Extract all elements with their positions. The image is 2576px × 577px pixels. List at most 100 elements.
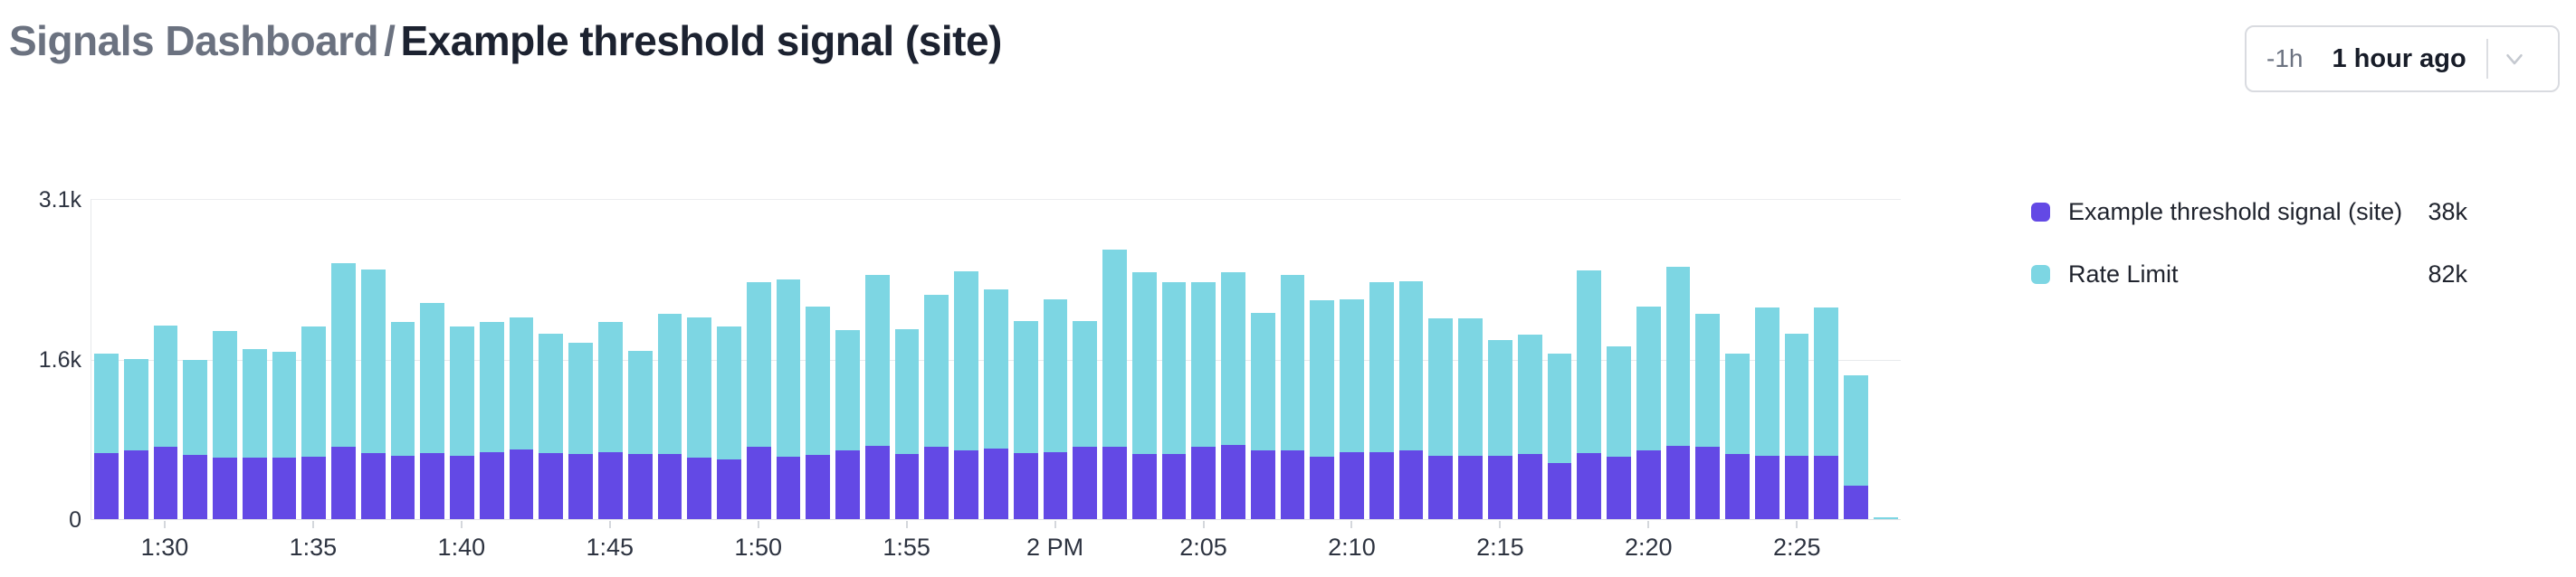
bar-1:37[interactable] xyxy=(358,200,388,519)
bar-2:06[interactable] xyxy=(1218,200,1248,519)
bar-1:49[interactable] xyxy=(714,200,744,519)
bar-1:43[interactable] xyxy=(536,200,566,519)
y-axis-tick-label: 3.1k xyxy=(38,187,81,213)
bar-2:11[interactable] xyxy=(1367,200,1397,519)
bar-2:14[interactable] xyxy=(1455,200,1485,519)
bar-1:32[interactable] xyxy=(210,200,240,519)
page-header: Signals Dashboard / Example threshold sign… xyxy=(0,11,2576,94)
bar-1:56[interactable] xyxy=(921,200,951,519)
y-axis-tick-label: 1.6k xyxy=(38,347,81,373)
bar-1:45[interactable] xyxy=(596,200,625,519)
chart-plot-area[interactable] xyxy=(91,199,1901,520)
breadcrumb-dashboard-link[interactable]: Signals Dashboard xyxy=(9,17,379,64)
bar-1:46[interactable] xyxy=(625,200,655,519)
x-axis-tick xyxy=(905,521,908,528)
threshold-signal-segment xyxy=(1458,455,1483,519)
bar-1:29[interactable] xyxy=(121,200,151,519)
bar-2:02[interactable] xyxy=(1100,200,1130,519)
chevron-down-icon[interactable] xyxy=(2501,45,2528,72)
bar-1:51[interactable] xyxy=(774,200,804,519)
bar-2:00[interactable] xyxy=(1041,200,1071,519)
legend-label: Example threshold signal (site) xyxy=(2068,197,2403,225)
threshold-signal-segment xyxy=(806,455,831,519)
bar-2:21[interactable] xyxy=(1664,200,1693,519)
bar-1:33[interactable] xyxy=(240,200,270,519)
bar-1:39[interactable] xyxy=(417,200,447,519)
legend-item-threshold-signal[interactable]: Example threshold signal (site) 38k xyxy=(2031,197,2467,226)
bar-1:30[interactable] xyxy=(151,200,181,519)
bar-1:59[interactable] xyxy=(1011,200,1041,519)
bar-1:58[interactable] xyxy=(981,200,1011,519)
rate-limit-segment xyxy=(1221,272,1245,445)
bar-2:19[interactable] xyxy=(1604,200,1634,519)
bar-2:20[interactable] xyxy=(1634,200,1664,519)
bar-2:10[interactable] xyxy=(1337,200,1367,519)
bar-1:57[interactable] xyxy=(951,200,981,519)
bar-1:52[interactable] xyxy=(803,200,833,519)
bar-1:38[interactable] xyxy=(388,200,418,519)
rate-limit-segment xyxy=(183,359,208,455)
bar-2:03[interactable] xyxy=(1130,200,1159,519)
rate-limit-segment xyxy=(983,289,1008,449)
rate-limit-segment xyxy=(390,321,415,456)
threshold-signal-segment xyxy=(1221,444,1245,519)
bar-1:55[interactable] xyxy=(892,200,922,519)
rate-limit-segment xyxy=(360,270,386,453)
rate-limit-segment xyxy=(1814,307,1839,456)
bar-2:13[interactable] xyxy=(1426,200,1455,519)
bar-1:42[interactable] xyxy=(507,200,537,519)
bar-2:23[interactable] xyxy=(1722,200,1752,519)
bar-1:53[interactable] xyxy=(833,200,863,519)
bar-2:16[interactable] xyxy=(1515,200,1545,519)
threshold-signal-segment xyxy=(1844,485,1868,519)
rate-limit-segment xyxy=(1607,345,1631,458)
bar-1:47[interactable] xyxy=(655,200,685,519)
bar-1:31[interactable] xyxy=(180,200,210,519)
rate-limit-segment xyxy=(1250,312,1275,451)
legend-item-rate-limit[interactable]: Rate Limit 82k xyxy=(2031,260,2467,288)
bar-2:26[interactable] xyxy=(1811,200,1841,519)
bar-1:48[interactable] xyxy=(684,200,714,519)
bar-2:15[interactable] xyxy=(1485,200,1515,519)
bar-2:22[interactable] xyxy=(1693,200,1722,519)
bar-1:44[interactable] xyxy=(566,200,596,519)
bar-2:07[interactable] xyxy=(1248,200,1278,519)
threshold-signal-segment xyxy=(598,451,623,519)
bar-1:35[interactable] xyxy=(299,200,329,519)
bar-2:09[interactable] xyxy=(1307,200,1337,519)
bar-2:08[interactable] xyxy=(1278,200,1308,519)
threshold-signal-segment xyxy=(568,453,594,519)
x-axis-tick-label: 1:45 xyxy=(586,534,634,561)
rate-limit-segment xyxy=(1191,281,1216,448)
rate-limit-segment xyxy=(1280,274,1305,450)
bar-1:34[interactable] xyxy=(270,200,300,519)
bar-2:04[interactable] xyxy=(1159,200,1189,519)
bar-2:27[interactable] xyxy=(1841,200,1871,519)
bar-2:18[interactable] xyxy=(1574,200,1604,519)
threshold-signal-segment xyxy=(123,450,148,519)
bar-1:41[interactable] xyxy=(477,200,507,519)
x-axis-tick-label: 2:20 xyxy=(1625,534,1673,561)
bar-2:12[interactable] xyxy=(1397,200,1426,519)
bar-2:24[interactable] xyxy=(1752,200,1782,519)
bar-2:01[interactable] xyxy=(1070,200,1100,519)
bar-2:25[interactable] xyxy=(1782,200,1812,519)
x-axis-tick-label: 2:25 xyxy=(1772,534,1821,561)
time-range-picker[interactable]: -1h 1 hour ago xyxy=(2245,25,2560,92)
rate-limit-segment xyxy=(1102,250,1127,447)
x-axis-tick-label: 1:40 xyxy=(437,534,486,561)
bar-1:28[interactable] xyxy=(91,200,121,519)
bar-2:17[interactable] xyxy=(1545,200,1575,519)
bar-2:28[interactable] xyxy=(1871,200,1901,519)
threshold-signal-segment xyxy=(657,453,682,519)
bar-1:36[interactable] xyxy=(329,200,358,519)
legend-total-value: 38k xyxy=(2428,197,2467,225)
bar-2:05[interactable] xyxy=(1188,200,1218,519)
bar-1:50[interactable] xyxy=(744,200,774,519)
bar-1:40[interactable] xyxy=(447,200,477,519)
rate-limit-segment xyxy=(539,334,564,453)
bar-1:54[interactable] xyxy=(863,200,892,519)
rate-limit-segment xyxy=(1725,353,1750,454)
rate-limit-segment xyxy=(94,353,119,453)
rate-limit-segment xyxy=(1636,306,1661,451)
